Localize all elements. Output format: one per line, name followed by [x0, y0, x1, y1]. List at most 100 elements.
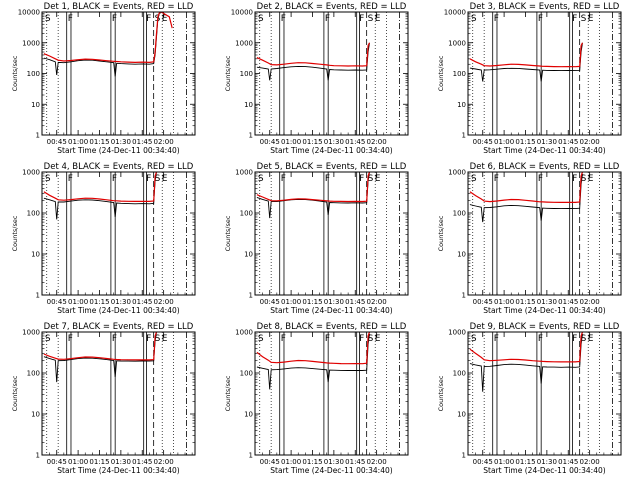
panel-title: Det 6, BLACK = Events, RED = LLD	[470, 162, 620, 172]
panel-title: Det 8, BLACK = Events, RED = LLD	[257, 322, 407, 332]
y-tick-label: 100	[240, 370, 253, 378]
plot-frame	[467, 331, 622, 456]
x-tick-label: 01:45	[132, 458, 152, 466]
panel-title: Det 2, BLACK = Events, RED = LLD	[257, 2, 407, 12]
x-tick-label: 01:30	[324, 298, 344, 306]
y-tick-label: 1	[249, 132, 253, 140]
flare-marker-s: S	[368, 334, 374, 344]
x-tick-label: 01:00	[281, 298, 301, 306]
flare-marker-f: F	[68, 14, 73, 24]
panel-det-5: Det 5, BLACK = Events, RED = LLD 1 10 100 10…	[224, 162, 409, 315]
y-tick-label: 10000	[444, 9, 466, 17]
series-lld-line	[43, 12, 173, 64]
x-tick-label: 01:45	[132, 298, 152, 306]
y-tick-label: 10000	[231, 9, 253, 17]
y-axis-label: Counts/sec	[224, 215, 232, 251]
series-lld-line	[43, 332, 158, 361]
plot-frame	[41, 11, 196, 136]
x-tick-label: 01:15	[302, 298, 322, 306]
y-tick-label: 1000	[448, 169, 466, 177]
plot-frame	[254, 331, 409, 456]
x-tick-label: 01:15	[89, 458, 109, 466]
x-tick-label: 01:00	[281, 138, 301, 146]
x-axis-label: Start Time (24-Dec-11 00:34:40)	[270, 306, 392, 315]
flare-marker-s: S	[45, 14, 51, 24]
y-tick-label: 10	[457, 251, 466, 259]
x-tick-label: 01:45	[558, 298, 578, 306]
series-group	[469, 172, 584, 223]
flare-marker-s: S	[368, 174, 374, 184]
x-tick-label: 00:45	[260, 138, 280, 146]
plot-frame	[467, 171, 622, 296]
flare-marker-f: F	[494, 334, 499, 344]
panel-det-6: Det 6, BLACK = Events, RED = LLD 1 10 100 10…	[437, 162, 622, 315]
x-tick-label: 02:00	[154, 458, 174, 466]
y-tick-label: 1	[462, 452, 466, 460]
flare-marker-f: F	[68, 334, 73, 344]
flare-marker-f: F	[494, 14, 499, 24]
series-group	[43, 332, 158, 383]
x-tick-label: 00:45	[473, 298, 493, 306]
panel-det-7: Det 7, BLACK = Events, RED = LLD 1 10 100 10…	[11, 322, 196, 475]
x-axis-label: Start Time (24-Dec-11 00:34:40)	[483, 146, 605, 155]
flare-marker-s: S	[581, 334, 587, 344]
series-lld-line	[256, 42, 371, 67]
y-axis-label: Counts/sec	[11, 375, 19, 411]
y-tick-label: 10	[31, 251, 40, 259]
flare-marker-f: F	[359, 174, 364, 184]
x-tick-label: 02:00	[580, 298, 600, 306]
x-tick-label: 01:15	[89, 298, 109, 306]
flare-marker-f: F	[146, 174, 151, 184]
y-tick-label: 1000	[235, 39, 253, 47]
y-tick-label: 10	[457, 411, 466, 419]
series-events-line	[43, 12, 162, 77]
x-tick-label: 01:45	[345, 138, 365, 146]
flare-marker-s: S	[471, 334, 477, 344]
x-axis-label: Start Time (24-Dec-11 00:34:40)	[57, 306, 179, 315]
flare-marker-e: E	[162, 14, 168, 24]
y-tick-label: 10	[244, 411, 253, 419]
flare-marker-s: S	[155, 174, 161, 184]
series-lld-line	[469, 172, 584, 204]
series-group	[256, 332, 371, 390]
y-tick-label: 1000	[22, 169, 40, 177]
series-lld-line	[256, 332, 371, 365]
x-axis-label: Start Time (24-Dec-11 00:34:40)	[57, 146, 179, 155]
panel-det-4: Det 4, BLACK = Events, RED = LLD 1 10 100 10…	[11, 162, 196, 315]
x-tick-label: 01:15	[302, 458, 322, 466]
series-lld-line	[469, 42, 584, 68]
flare-marker-s: S	[258, 174, 264, 184]
x-tick-label: 01:00	[68, 138, 88, 146]
x-tick-label: 00:45	[47, 298, 67, 306]
flare-marker-f: F	[359, 334, 364, 344]
x-axis-label: Start Time (24-Dec-11 00:34:40)	[57, 466, 179, 475]
x-tick-label: 01:00	[68, 298, 88, 306]
x-tick-label: 00:45	[47, 458, 67, 466]
x-tick-label: 01:30	[537, 138, 557, 146]
x-tick-label: 02:00	[154, 298, 174, 306]
series-lld-line	[256, 172, 371, 203]
y-tick-label: 100	[453, 370, 466, 378]
x-tick-label: 01:00	[68, 458, 88, 466]
series-group	[256, 172, 371, 219]
flare-marker-f: F	[325, 334, 330, 344]
x-tick-label: 01:00	[494, 298, 514, 306]
y-axis-label: Counts/sec	[224, 375, 232, 411]
flare-marker-f: F	[325, 174, 330, 184]
y-tick-label: 100	[453, 70, 466, 78]
x-tick-label: 02:00	[154, 138, 174, 146]
series-events-line	[43, 332, 157, 383]
flare-marker-f: F	[146, 334, 151, 344]
series-events-line	[256, 42, 370, 81]
y-tick-label: 1	[36, 132, 40, 140]
panel-title: Det 7, BLACK = Events, RED = LLD	[44, 322, 194, 332]
x-tick-label: 02:00	[367, 138, 387, 146]
x-tick-label: 01:15	[515, 138, 535, 146]
plot-frame	[467, 11, 622, 136]
x-tick-label: 01:30	[111, 138, 131, 146]
flare-marker-s: S	[258, 334, 264, 344]
x-tick-label: 01:30	[537, 298, 557, 306]
x-tick-label: 01:00	[494, 138, 514, 146]
y-axis-label: Counts/sec	[11, 215, 19, 251]
